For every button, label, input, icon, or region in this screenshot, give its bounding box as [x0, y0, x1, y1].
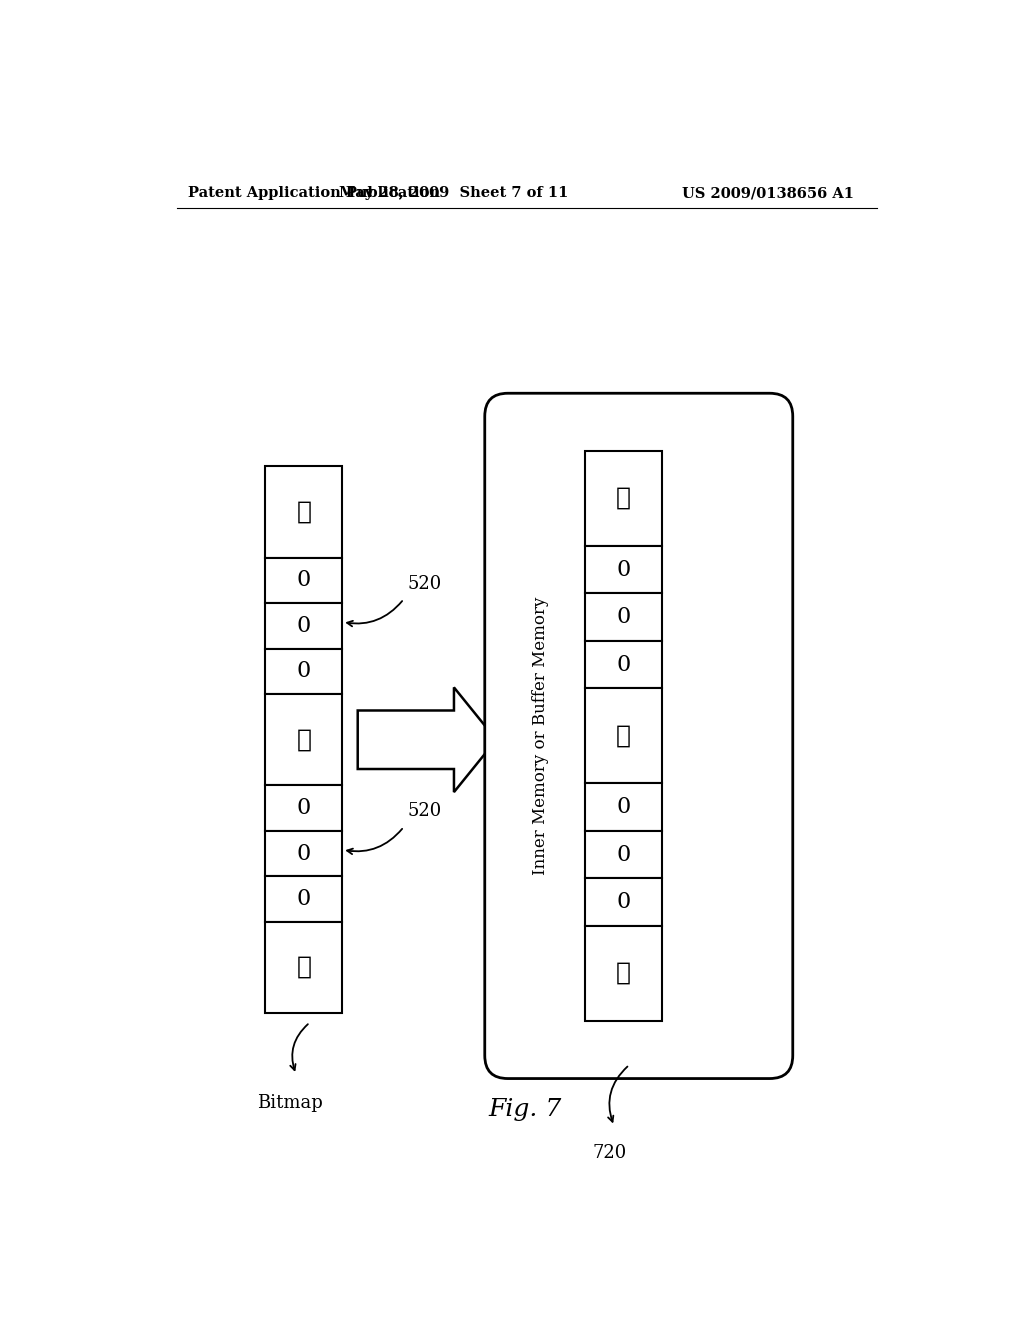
Text: 0: 0	[297, 615, 311, 636]
Text: May 28, 2009  Sheet 7 of 11: May 28, 2009 Sheet 7 of 11	[339, 186, 568, 201]
Text: 0: 0	[616, 843, 631, 866]
Bar	[585, 451, 662, 546]
Text: Inner Memory or Buffer Memory: Inner Memory or Buffer Memory	[531, 597, 549, 875]
Bar	[585, 830, 662, 878]
Text: 520: 520	[408, 574, 442, 593]
Bar	[265, 921, 342, 1014]
Text: ⋮: ⋮	[615, 962, 631, 985]
Bar	[585, 925, 662, 1020]
Bar	[585, 642, 662, 689]
Text: ⋮: ⋮	[296, 500, 311, 524]
Text: ⋮: ⋮	[615, 487, 631, 510]
Text: 0: 0	[297, 569, 311, 591]
Text: 0: 0	[616, 558, 631, 581]
Text: Fig. 7: Fig. 7	[488, 1098, 561, 1121]
Bar	[585, 878, 662, 925]
Bar	[265, 466, 342, 557]
Text: US 2009/0138656 A1: US 2009/0138656 A1	[682, 186, 854, 201]
Text: ⋮: ⋮	[296, 729, 311, 751]
Text: 0: 0	[616, 891, 631, 913]
Text: 0: 0	[616, 653, 631, 676]
FancyBboxPatch shape	[484, 393, 793, 1078]
Bar	[265, 603, 342, 648]
Text: 0: 0	[297, 888, 311, 911]
Text: 720: 720	[592, 1144, 627, 1162]
Text: ⋮: ⋮	[296, 956, 311, 979]
Text: Patent Application Publication: Patent Application Publication	[188, 186, 440, 201]
Text: 0: 0	[297, 660, 311, 682]
Bar	[265, 694, 342, 785]
Bar	[265, 830, 342, 876]
Polygon shape	[357, 688, 497, 792]
Text: 0: 0	[616, 796, 631, 818]
Text: ⋮: ⋮	[615, 725, 631, 747]
Bar	[585, 689, 662, 783]
Bar	[585, 594, 662, 642]
Bar	[265, 557, 342, 603]
Bar	[585, 783, 662, 830]
Bar	[585, 546, 662, 594]
Text: 0: 0	[297, 842, 311, 865]
Text: 0: 0	[616, 606, 631, 628]
Text: Bitmap: Bitmap	[257, 1094, 323, 1111]
Bar	[265, 785, 342, 830]
Text: 520: 520	[408, 803, 442, 820]
Text: 0: 0	[297, 797, 311, 820]
Bar	[265, 648, 342, 694]
Bar	[265, 876, 342, 921]
